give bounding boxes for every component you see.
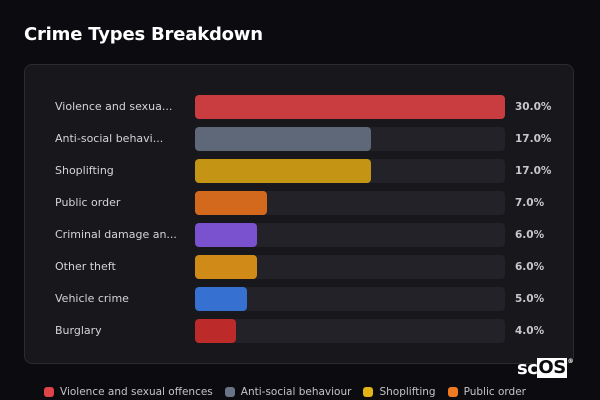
- bar-track: [195, 95, 505, 119]
- bar-fill[interactable]: [195, 319, 237, 343]
- chart-card: Violence and sexua... 30.0% Anti-social be…: [24, 64, 574, 364]
- bar-row: Violence and sexua... 30.0%: [25, 95, 573, 119]
- bar-track: [195, 255, 505, 279]
- legend-label: Shoplifting: [379, 386, 436, 398]
- bar-label: Anti-social behavi...: [55, 132, 164, 145]
- bar-row: Anti-social behavi... 17.0%: [25, 127, 573, 151]
- legend-item[interactable]: Shoplifting: [363, 386, 436, 398]
- bar-label: Vehicle crime: [55, 292, 129, 305]
- bar-track: [195, 159, 505, 183]
- bar-label: Public order: [55, 196, 121, 209]
- legend-item[interactable]: Anti-social behaviour: [224, 386, 352, 398]
- bar-label: Other theft: [55, 260, 116, 273]
- legend-label: Public order: [463, 386, 526, 398]
- bar-value: 6.0%: [515, 229, 545, 241]
- bar-fill[interactable]: [195, 159, 371, 183]
- bar-row: Public order 7.0%: [25, 191, 573, 215]
- bar-value: 17.0%: [515, 165, 552, 177]
- bar-track: [195, 191, 505, 215]
- bar-track: [195, 223, 505, 247]
- bar-row: Shoplifting 17.0%: [25, 159, 573, 183]
- legend-label: Violence and sexual offences: [60, 386, 213, 398]
- bar-track: [195, 319, 505, 343]
- legend-swatch-icon: [363, 387, 374, 397]
- bar-row: Other theft 6.0%: [25, 255, 573, 279]
- bar-value: 17.0%: [515, 133, 552, 145]
- bar-fill[interactable]: [195, 127, 371, 151]
- bar-label: Burglary: [55, 324, 102, 337]
- chart-legend: Violence and sexual offences Anti-social …: [44, 386, 526, 398]
- bar-track: [195, 287, 505, 311]
- bar-label: Shoplifting: [55, 164, 114, 177]
- legend-swatch-icon: [447, 387, 458, 397]
- bar-label: Criminal damage an...: [55, 228, 177, 241]
- legend-item[interactable]: Public order: [447, 386, 526, 398]
- legend-swatch-icon: [224, 387, 235, 397]
- bar-fill[interactable]: [195, 255, 257, 279]
- bar-row: Burglary 4.0%: [25, 319, 573, 343]
- bar-value: 5.0%: [515, 293, 545, 305]
- bar-value: 6.0%: [515, 261, 545, 273]
- logo-prefix: sc: [517, 358, 538, 379]
- legend-swatch-icon: [44, 387, 54, 397]
- bar-value: 4.0%: [515, 325, 545, 337]
- bar-value: 7.0%: [515, 197, 545, 209]
- legend-item[interactable]: Violence and sexual offences: [44, 386, 213, 398]
- bar-fill[interactable]: [195, 287, 247, 311]
- page-title: Crime Types Breakdown: [24, 24, 263, 45]
- legend-label: Anti-social behaviour: [240, 386, 352, 398]
- bar-fill[interactable]: [195, 191, 268, 215]
- bar-track: [195, 127, 505, 151]
- bar-fill[interactable]: [195, 223, 257, 247]
- bar-value: 30.0%: [515, 101, 552, 113]
- bar-row: Criminal damage an... 6.0%: [25, 223, 573, 247]
- registered-mark: ®: [567, 358, 574, 365]
- scos-logo: sc OS ®: [517, 357, 574, 380]
- bar-row: Vehicle crime 5.0%: [25, 287, 573, 311]
- bar-label: Violence and sexua...: [55, 100, 173, 113]
- bar-fill[interactable]: [195, 95, 505, 119]
- logo-boxed: OS: [537, 357, 567, 378]
